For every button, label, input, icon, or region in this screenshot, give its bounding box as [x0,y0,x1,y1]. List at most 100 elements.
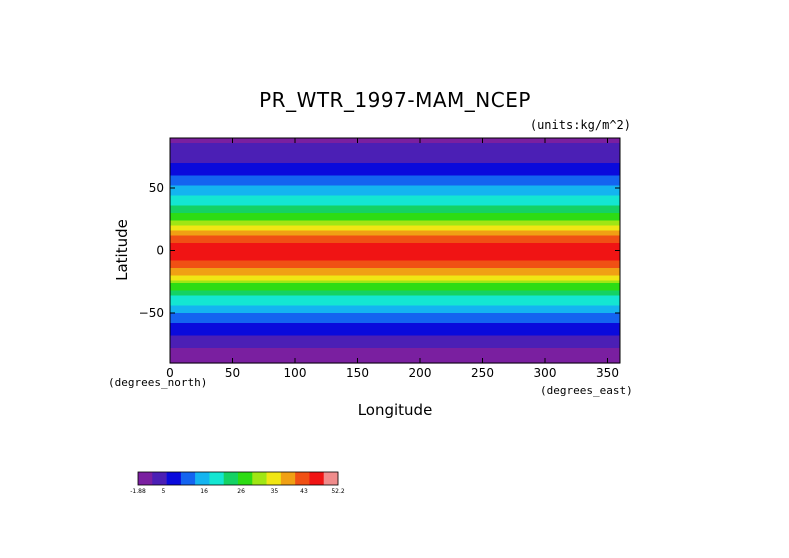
heatmap-band [170,328,620,332]
colorbar-frame [137,471,339,486]
heatmap-band [170,253,620,257]
heatmap-band [170,283,620,287]
colorbar-label: 26 [237,488,245,495]
heatmap-band [170,268,620,272]
heatmap-band [170,165,620,169]
colorbar-swatch [223,472,239,485]
colorbar-label: 52.2 [331,488,345,495]
heatmap-band [170,305,620,309]
x-tick-label: 200 [409,366,432,380]
heatmap-band [170,310,620,314]
units-label: (units:kg/m^2) [529,118,631,132]
x-tick-label: 150 [346,366,369,380]
heatmap-band [170,285,620,289]
heatmap-band [170,295,620,299]
colorbar-swatch [138,472,153,485]
heatmap-band [170,288,620,292]
heatmap-band [170,358,620,362]
heatmap-band [170,313,620,317]
heatmap-band [170,223,620,227]
heatmap-band [170,263,620,267]
heatmap-band [170,248,620,252]
heatmap-band [170,345,620,349]
heatmap-band [170,235,620,239]
y-axis-unit: (degrees_north) [108,376,208,389]
heatmap-band [170,323,620,327]
colorbar-label: 35 [271,488,279,495]
y-tick-label: 0 [156,244,164,258]
heatmap-band [170,260,620,264]
heatmap-band [170,220,620,224]
colorbar-swatch [195,472,210,485]
x-tick-label: 100 [284,366,307,380]
heatmap-band [170,290,620,294]
heatmap-band [170,168,620,172]
heatmap-band [170,140,620,144]
x-tick-label: 50 [225,366,240,380]
heatmap-band [170,215,620,219]
heatmap-band [170,205,620,209]
x-tick-label: 350 [596,366,619,380]
heatmap-band [170,198,620,202]
heatmap-band [170,225,620,229]
heatmap-band [170,213,620,217]
heatmap-band [170,340,620,344]
y-tick-label: 50 [149,181,164,195]
heatmap-band [170,143,620,147]
heatmap-band [170,153,620,157]
colorbar-label: 43 [300,488,308,495]
heatmap-band [170,300,620,304]
heatmap-band [170,265,620,269]
heatmap-band [170,303,620,307]
heatmap-band [170,150,620,154]
heatmap-band [170,203,620,207]
heatmap-band [170,155,620,159]
colorbar-label: 5 [162,488,166,495]
heatmap-band [170,343,620,347]
heatmap-band [170,185,620,189]
heatmap-band [170,208,620,212]
colorbar-swatch [238,472,253,485]
heatmap-band [170,275,620,279]
heatmap-band [170,273,620,277]
colorbar-label: 16 [200,488,208,495]
y-tick-label: −50 [139,306,164,320]
heatmap-band [170,218,620,222]
colorbar-swatch [166,472,182,485]
heatmap-band [170,163,620,167]
x-tick-label: 300 [534,366,557,380]
heatmap-band [170,138,620,142]
heatmap-band [170,175,620,179]
heatmap-band [170,335,620,339]
heatmap-band [170,333,620,337]
colorbar-swatch [295,472,310,485]
x-tick-label: 250 [471,366,494,380]
heatmap-band [170,240,620,244]
heatmap-band [170,355,620,359]
heatmap-band [170,160,620,164]
colorbar-swatch [152,472,167,485]
heatmap-band [170,148,620,152]
heatmap-band [170,200,620,204]
heatmap-band [170,228,620,232]
heatmap-band [170,158,620,162]
chart-title: PR_WTR_1997-MAM_NCEP [259,88,531,112]
colorbar-swatch [266,472,282,485]
heatmap-band [170,243,620,247]
colorbar-swatch [280,472,296,485]
heatmap-band [170,188,620,192]
heatmap-band [170,210,620,214]
heatmap-band [170,190,620,194]
colorbar-swatch [323,472,339,485]
heatmap-band [170,230,620,234]
heatmap-band [170,193,620,197]
heatmap-band [170,245,620,249]
heatmap-band [170,183,620,187]
heatmap-band [170,308,620,312]
heatmap-band [170,173,620,177]
x-tick-label: 0 [166,366,174,380]
heatmap-band [170,338,620,342]
heatmap-band [170,178,620,182]
heatmap-band [170,325,620,329]
